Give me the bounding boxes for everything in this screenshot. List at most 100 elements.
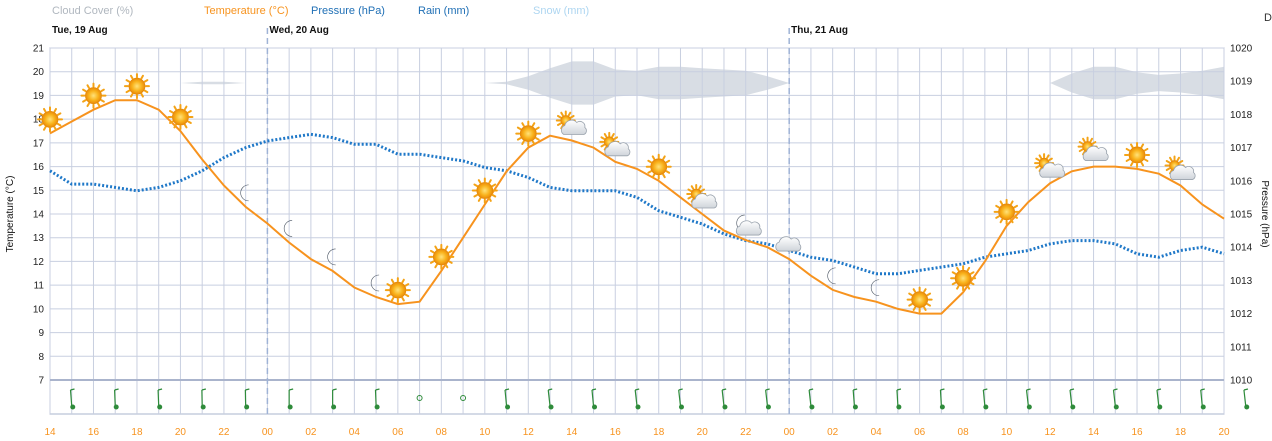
corner-menu-icon[interactable]: D: [1264, 12, 1272, 24]
x-tick-label: 06: [914, 427, 926, 438]
sun-ray: [477, 197, 482, 202]
x-tick-label: 18: [653, 427, 665, 438]
sun-ray: [999, 218, 1004, 224]
sun-ray: [1013, 204, 1018, 209]
sun-ray: [390, 278, 395, 284]
day-label: Thu, 21 Aug: [791, 25, 848, 36]
wind-barb-flag: [678, 388, 683, 391]
sun-icon: [167, 104, 194, 130]
wind-barb-flag: [940, 388, 945, 391]
sun-ray: [1038, 154, 1043, 159]
wind-barb: [591, 388, 598, 410]
y-right-tick-label: 1012: [1230, 309, 1253, 320]
sun-ray: [912, 306, 917, 311]
sun-ray: [56, 112, 62, 116]
sun-ray: [951, 271, 957, 275]
sun-ray: [143, 89, 149, 94]
wind-dot: [1200, 404, 1206, 410]
sun-icon: [384, 277, 411, 304]
sun-ray: [53, 126, 57, 131]
wind-barb: [157, 388, 163, 410]
sun-ray: [569, 114, 575, 119]
sun-ray: [187, 110, 192, 114]
wind-barb: [1025, 388, 1032, 410]
sun-ray: [448, 260, 453, 264]
wind-barb: [1069, 388, 1076, 410]
sun-ray: [690, 185, 695, 190]
wind-dot: [678, 404, 684, 410]
wind-barb: [460, 395, 467, 401]
sun-ray: [1169, 156, 1173, 162]
sun-ray: [662, 173, 666, 179]
sun-ray: [1078, 148, 1084, 153]
sun-ray: [951, 281, 957, 286]
wind-dot: [896, 404, 902, 410]
sun-ray: [56, 122, 62, 127]
sun-disc: [911, 291, 929, 309]
y-right-tick-label: 1016: [1230, 176, 1253, 187]
sun-ray: [477, 179, 482, 184]
wind-shaft: [678, 389, 682, 407]
sun-ray: [444, 245, 449, 251]
legend-temperature[interactable]: Temperature (°C): [204, 5, 289, 17]
cloud-shape: [1169, 164, 1196, 180]
wind-barb-flag: [722, 388, 727, 391]
wind-barb: [634, 388, 641, 410]
x-tick-label: 14: [566, 427, 578, 438]
sun-ray: [1078, 141, 1084, 145]
sun-disc: [432, 248, 450, 266]
y-right-tick-label: 1010: [1230, 376, 1253, 387]
wind-shaft: [113, 389, 116, 407]
wind-barb-flag: [70, 388, 75, 391]
wind-shaft: [982, 389, 986, 407]
wind-barb: [69, 388, 76, 410]
wind-barb: [504, 388, 511, 410]
sun-ray: [956, 266, 960, 272]
sun-ray: [125, 79, 131, 83]
moon-icon: [370, 274, 380, 292]
moon-shape: [827, 267, 836, 285]
x-tick-label: 18: [131, 427, 143, 438]
wind-dot: [592, 404, 598, 410]
x-tick-label: 16: [610, 427, 622, 438]
x-tick-label: 08: [436, 427, 448, 438]
moon-cloud-icon: [735, 214, 762, 236]
x-tick-label: 00: [262, 427, 274, 438]
cloud-shape: [775, 236, 802, 252]
cloud-shape: [691, 193, 718, 209]
sun-ray: [386, 283, 392, 287]
x-tick-label: 04: [871, 427, 883, 438]
sun-ray: [1178, 160, 1184, 164]
sun-ray: [53, 107, 57, 113]
cloud-shape: [560, 119, 587, 135]
y-right-tick-label: 1020: [1230, 44, 1253, 55]
sun-ray: [38, 122, 44, 127]
wind-dot: [200, 404, 206, 410]
y-left-tick-label: 17: [33, 138, 45, 149]
wind-barb-flag: [1113, 388, 1118, 391]
wind-calm-circle: [416, 395, 423, 401]
legend-cloud-cover[interactable]: Cloud Cover (%): [52, 5, 134, 17]
sun-ray: [560, 111, 564, 117]
x-tick-label: 18: [1175, 427, 1187, 438]
sun-ray: [404, 283, 410, 287]
wind-barb-flag: [201, 388, 207, 391]
x-tick-label: 20: [175, 427, 187, 438]
sun-ray: [647, 170, 652, 174]
moon-shape: [870, 279, 880, 297]
x-tick-label: 14: [44, 427, 56, 438]
x-tick-label: 08: [958, 427, 970, 438]
wind-dot: [244, 404, 250, 410]
sun-icon: [645, 153, 672, 180]
sun-ray: [516, 126, 522, 131]
sun-ray: [698, 185, 702, 190]
sun-ray: [82, 88, 87, 93]
wind-barb: [547, 388, 554, 410]
sun-disc: [998, 203, 1015, 221]
wind-barb-flag: [1243, 388, 1249, 391]
legend-pressure[interactable]: Pressure (hPa): [311, 5, 385, 17]
sun-ray: [129, 74, 134, 80]
legend-snow[interactable]: Snow (mm): [533, 5, 590, 17]
legend-rain[interactable]: Rain (mm): [418, 5, 470, 17]
sun-icon: [471, 177, 498, 204]
